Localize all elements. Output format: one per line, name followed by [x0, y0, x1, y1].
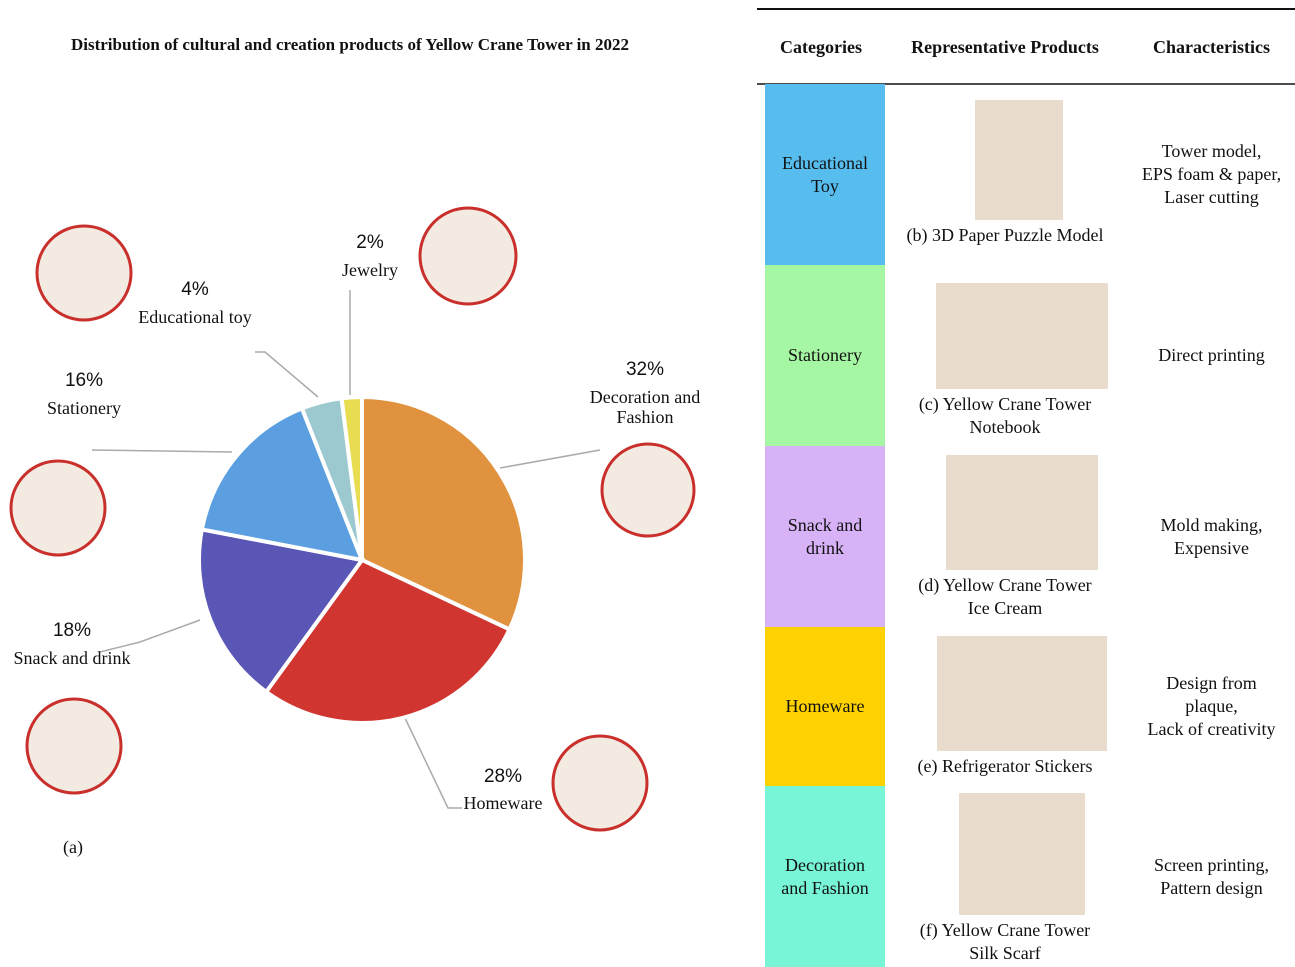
characteristics: Screen printing, Pattern design [1128, 786, 1295, 967]
product-caption: (e) Refrigerator Stickers [885, 755, 1125, 805]
product-caption: (c) Yellow Crane Tower Notebook [885, 393, 1125, 443]
characteristics: Design from plaque, Lack of creativity [1128, 627, 1295, 786]
product-caption: (d) Yellow Crane Tower Ice Cream [885, 574, 1125, 624]
product-image [937, 636, 1107, 751]
value-label: 32% [626, 360, 664, 380]
product-image [975, 100, 1063, 220]
table-header: Representative Products [890, 25, 1120, 70]
value-label: 18% [53, 621, 91, 641]
value-label: 4% [181, 280, 208, 300]
product-caption: (b) 3D Paper Puzzle Model [885, 224, 1125, 274]
page: Distribution of cultural and creation pr… [0, 0, 1295, 967]
characteristics: Direct printing [1128, 265, 1295, 446]
category-label: Homeware [438, 793, 568, 813]
category-text: Stationery [765, 265, 885, 446]
characteristics: Tower model, EPS foam & paper, Laser cut… [1128, 84, 1295, 265]
product-image [936, 283, 1108, 389]
product-image [946, 455, 1098, 570]
category-text: Snack and drink [765, 446, 885, 627]
category-text: Homeware [765, 627, 885, 786]
caption: (a) [63, 837, 83, 857]
product-image [959, 793, 1085, 915]
category-label: Educational toy [130, 307, 260, 327]
category-text: Decoration and Fashion [765, 786, 885, 967]
chart-title: Distribution of cultural and creation pr… [71, 35, 629, 55]
category-label: Jewelry [305, 260, 435, 280]
category-label: Snack and drink [7, 648, 137, 668]
figure [0, 0, 1295, 967]
product-caption: (f) Yellow Crane Tower Silk Scarf [885, 919, 1125, 967]
characteristics: Mold making, Expensive [1128, 446, 1295, 627]
value-label: 2% [356, 233, 383, 253]
table-header: Categories [765, 25, 877, 70]
table-header: Characteristics [1128, 25, 1295, 70]
category-label: Decoration and Fashion [580, 387, 710, 427]
value-label: 16% [65, 371, 103, 391]
category-label: Stationery [19, 398, 149, 418]
category-text: Educational Toy [765, 84, 885, 265]
value-label: 28% [484, 767, 522, 787]
